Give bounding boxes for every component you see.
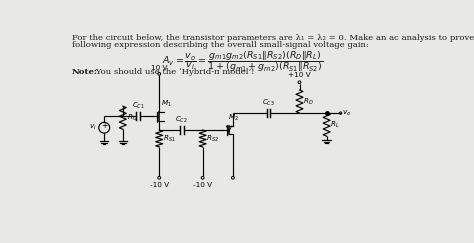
Text: $A_v = \dfrac{v_o}{v_i} = \dfrac{g_{m1}g_{m2}(R_{S1} \| R_{S2})(R_D \| R_L)}{1 +: $A_v = \dfrac{v_o}{v_i} = \dfrac{g_{m1}g… [163, 49, 323, 74]
Text: following expression describing the overall small-signal voltage gain:: following expression describing the over… [72, 41, 368, 49]
Text: $R_{S2}$: $R_{S2}$ [207, 133, 219, 144]
Text: For the circuit below, the transistor parameters are λ₁ = λ₂ = 0. Make an ac ana: For the circuit below, the transistor pa… [72, 34, 474, 42]
Text: $R_D$: $R_D$ [303, 96, 314, 107]
Text: $v_i$: $v_i$ [89, 123, 96, 132]
Text: $R_L$: $R_L$ [330, 120, 340, 130]
Text: -10 V: -10 V [193, 182, 212, 188]
Text: +: + [101, 121, 108, 130]
Text: $v_o$: $v_o$ [342, 108, 351, 118]
Text: $C_{C1}$: $C_{C1}$ [132, 101, 145, 111]
Text: $C_{C3}$: $C_{C3}$ [262, 97, 275, 108]
Text: +10 V: +10 V [288, 72, 311, 78]
Text: $R_{S1}$: $R_{S1}$ [163, 133, 176, 144]
Text: $R_G$: $R_G$ [127, 113, 137, 123]
Text: You should use the ‘Hybrid-π model’!: You should use the ‘Hybrid-π model’! [92, 68, 254, 76]
Text: $C_{C2}$: $C_{C2}$ [175, 114, 188, 125]
Text: -10 V: -10 V [150, 182, 169, 188]
Text: Note:: Note: [72, 68, 98, 76]
Text: 10 V: 10 V [151, 65, 167, 71]
Text: $M_1$: $M_1$ [161, 99, 172, 109]
Text: $M_2$: $M_2$ [228, 113, 239, 123]
